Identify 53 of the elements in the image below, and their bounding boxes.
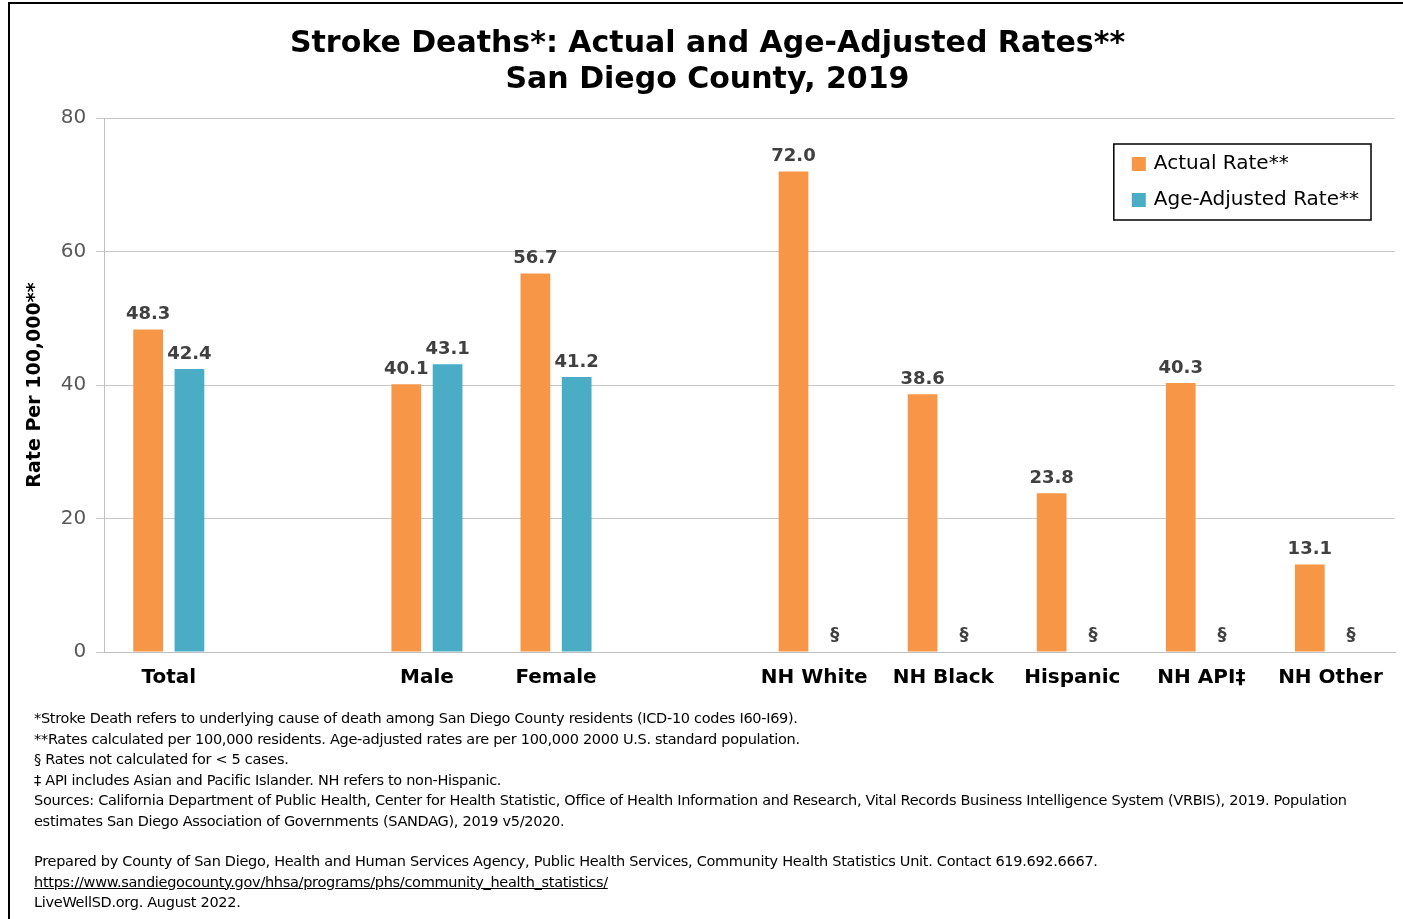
bar: [174, 368, 205, 652]
x-tick-label: Male: [400, 664, 454, 689]
y-tick-label: 40: [60, 371, 87, 396]
text: **Rates calculated per 100,000 residents. Age-adjusted rates are per 100,000 2000 U.S. standard population.: [34, 729, 801, 749]
x-tick-label: NH Other: [1278, 664, 1383, 689]
data-label: 56.7: [513, 246, 558, 268]
bar: [432, 364, 463, 652]
bar: [520, 273, 551, 652]
y-tick-label: 20: [60, 504, 87, 529]
legend-label: Age-Adjusted Rate**: [1153, 186, 1360, 211]
data-label: 43.1: [425, 336, 470, 358]
data-label: 48.3: [125, 302, 171, 324]
text: §: [1217, 622, 1227, 644]
bar: [561, 376, 592, 652]
data-label: 42.4: [167, 341, 212, 363]
x-tick-label: Total: [141, 664, 197, 689]
bar: [1294, 564, 1325, 652]
data-label: 13.1: [1287, 537, 1333, 559]
y-tick-label: 0: [73, 638, 87, 663]
bar: [778, 171, 809, 652]
text: ‡ API includes Asian and Pacific Islander. NH refers to non-Hispanic.: [34, 770, 503, 790]
text: § Rates not calculated for < 5 cases.: [34, 750, 290, 769]
x-tick-label: NH Black: [892, 664, 995, 689]
text: LiveWellSD.org. August 2022.: [34, 893, 242, 912]
data-label: 38.6: [900, 367, 945, 389]
text: https://www.sandiegocounty.gov/hhsa/programs/phs/community_health_statistics/: [34, 872, 609, 892]
data-label: 41.2: [554, 349, 599, 371]
y-tick-label: 80: [60, 104, 87, 129]
source-note: Sources: California Department of Public Health, Center for Health Statistic, Office of Health Information and Research, Vital Records Business Intelligence System (VRBIS), 2019. Population estimates San Diego Association of Governments (SANDAG), 2019 v5/2020.: [34, 791, 1348, 831]
text: §: [830, 622, 840, 644]
x-tick-label: NH API‡: [1157, 664, 1246, 689]
bar: [1036, 493, 1067, 652]
bar: [133, 329, 163, 652]
bar: [391, 384, 422, 652]
bar: [907, 394, 938, 652]
text: §: [1346, 622, 1356, 644]
y-axis-title: Rate Per 100,000**: [22, 282, 45, 488]
x-tick-label: Hispanic: [1024, 664, 1121, 689]
x-tick-label: Female: [515, 664, 597, 689]
text: Stroke Deaths*: Actual and Age-Adjusted Rates**: [289, 23, 1126, 59]
legend-label: Actual Rate**: [1153, 150, 1289, 175]
data-label: 72.0: [771, 144, 816, 166]
data-label: 23.8: [1029, 465, 1074, 487]
data-label: 40.3: [1158, 355, 1203, 377]
text: Prepared by County of San Diego, Health and Human Services Agency, Public Health Services, Community Health Statistics Unit. Contact 619.692.6667.: [34, 852, 1099, 871]
data-label: 40.1: [384, 357, 429, 378]
text: §: [1088, 622, 1098, 644]
x-tick-label: NH White: [760, 664, 868, 689]
text: San Diego County, 2019: [505, 59, 910, 95]
text: §: [959, 622, 969, 644]
bar: [1165, 383, 1196, 652]
y-tick-label: 60: [60, 237, 87, 262]
text: *Stroke Death refers to underlying cause of death among San Diego County residents (ICD-10 codes I60-I69).: [34, 709, 799, 728]
